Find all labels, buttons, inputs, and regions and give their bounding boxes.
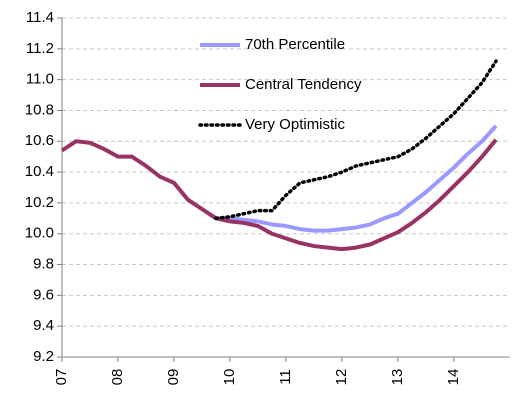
x-tick-label: 09 xyxy=(165,369,182,386)
x-tick-label: 07 xyxy=(53,369,70,386)
x-tick-label: 12 xyxy=(333,369,350,386)
y-tick-label: 11.0 xyxy=(26,71,54,88)
x-tick-label: 11 xyxy=(277,369,294,385)
y-tick-label: 9.8 xyxy=(33,256,54,273)
y-tick-label: 10.0 xyxy=(25,225,54,242)
y-tick-label: 10.2 xyxy=(25,194,54,211)
y-tick-label: 10.4 xyxy=(25,163,54,180)
legend-label: Central Tendency xyxy=(245,76,362,93)
y-tick-label: 10.8 xyxy=(25,101,54,118)
y-tick-label: 11.2 xyxy=(26,40,54,57)
legend-label: Very Optimistic xyxy=(245,116,346,133)
y-tick-label: 9.6 xyxy=(33,286,54,303)
series-line xyxy=(216,124,498,233)
y-tick-label: 11.4 xyxy=(26,9,54,26)
x-tick-label: 10 xyxy=(221,369,238,386)
y-tick-label: 9.2 xyxy=(33,348,54,365)
x-tick-label: 08 xyxy=(109,369,126,386)
y-tick-label: 10.6 xyxy=(25,132,54,149)
series-line xyxy=(60,138,498,252)
legend-label: 70th Percentile xyxy=(245,36,345,53)
series-line xyxy=(214,59,498,221)
x-tick-label: 14 xyxy=(445,369,462,386)
y-tick-label: 9.4 xyxy=(33,317,54,334)
x-tick-label: 13 xyxy=(389,369,406,386)
